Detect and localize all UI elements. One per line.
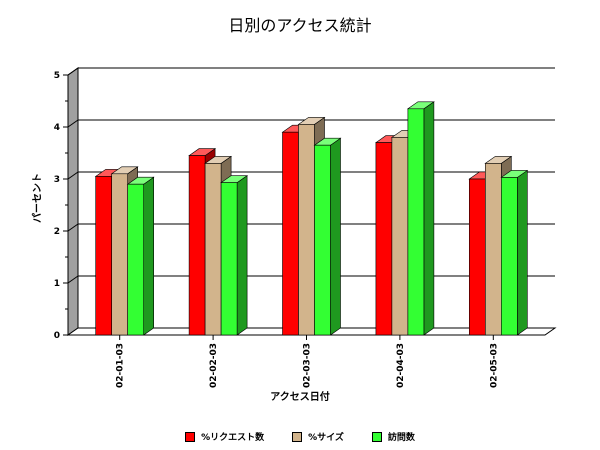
x-tick-label: 02-05-03 — [489, 343, 499, 388]
bar-side — [516, 169, 528, 336]
bar — [127, 183, 144, 336]
legend: %リクエスト数 %サイズ 訪問数 — [0, 430, 600, 443]
gridline-wall — [67, 171, 79, 180]
gridline-wall — [67, 223, 79, 232]
chart-title: 日別のアクセス統計 — [228, 16, 372, 35]
bar-side — [143, 176, 154, 336]
legend-swatch-size — [292, 431, 303, 442]
gridline-wall — [67, 275, 79, 284]
bar — [375, 142, 393, 336]
legend-label-requests: %リクエスト数 — [201, 433, 265, 443]
bar — [282, 131, 299, 336]
bar — [111, 173, 128, 336]
bar — [95, 176, 112, 336]
bar — [407, 108, 425, 336]
bar-side — [330, 137, 341, 336]
gridline-wall — [67, 67, 79, 76]
x-tick-label: 02-01-03 — [116, 343, 126, 388]
bar — [484, 163, 502, 336]
y-tick-label: 0 — [54, 331, 60, 341]
y-tick-label: 4 — [54, 123, 60, 133]
y-tick-label: 5 — [54, 71, 60, 81]
bar — [500, 177, 518, 336]
bar-side — [236, 175, 248, 336]
legend-label-size: %サイズ — [308, 433, 344, 443]
legend-swatch-requests — [185, 431, 196, 442]
bar-side — [423, 101, 435, 336]
legend-item-requests: %リクエスト数 — [185, 430, 264, 443]
bar — [188, 155, 206, 336]
x-tick-label: 02-03-03 — [303, 343, 313, 388]
gridline-wall — [67, 119, 79, 128]
legend-label-visits: 訪問数 — [387, 433, 415, 443]
legend-swatch-visits — [371, 431, 382, 442]
plot-left-wall — [67, 67, 79, 336]
bar — [468, 178, 486, 336]
y-tick-label: 3 — [54, 175, 60, 185]
y-tick-label: 2 — [54, 227, 60, 237]
legend-item-visits: 訪問数 — [371, 430, 415, 443]
bar — [204, 163, 222, 336]
bar — [391, 137, 409, 336]
legend-item-size: %サイズ — [292, 430, 344, 443]
bar — [298, 124, 315, 336]
bar — [220, 182, 238, 336]
x-tick-label: 02-04-03 — [396, 343, 406, 388]
x-tick-label: 02-02-03 — [209, 343, 219, 388]
bar — [314, 144, 331, 336]
x-axis-label: アクセス日付 — [270, 392, 330, 403]
y-tick-label: 1 — [54, 279, 60, 289]
